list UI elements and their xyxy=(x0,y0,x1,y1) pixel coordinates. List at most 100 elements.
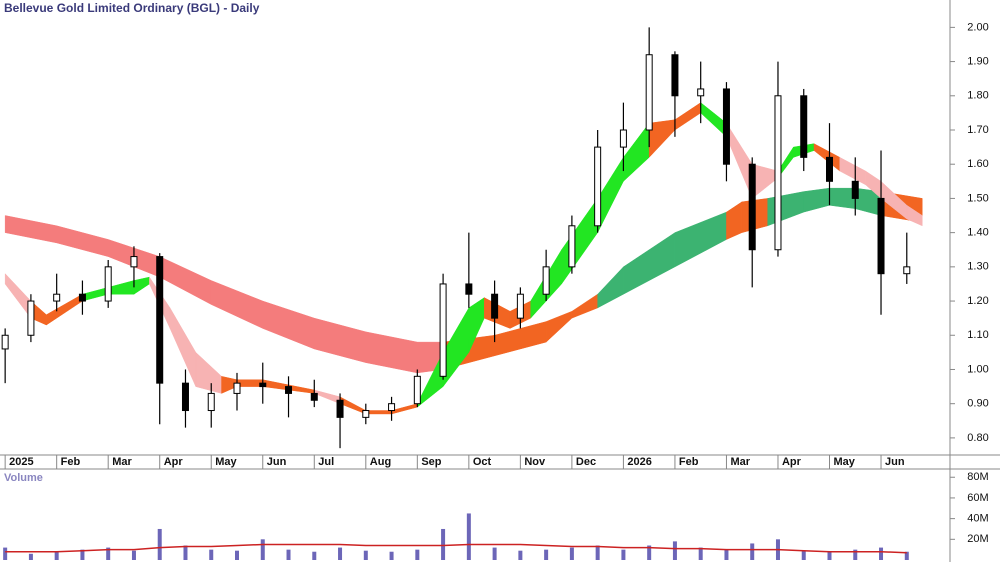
volume-bar xyxy=(28,553,33,560)
y-tick-label: 1.00 xyxy=(967,363,988,375)
volume-bar xyxy=(106,547,111,560)
candle-body xyxy=(826,156,833,182)
volume-bar xyxy=(879,547,884,560)
volume-tick-label: 60M xyxy=(967,492,988,504)
volume-bar xyxy=(54,551,59,560)
candle-body xyxy=(27,300,35,336)
volume-bar xyxy=(621,549,626,560)
y-tick-label: 0.80 xyxy=(967,432,988,444)
y-tick-label: 1.70 xyxy=(967,124,988,136)
candle-body xyxy=(285,386,293,394)
candle-body xyxy=(465,283,473,295)
x-tick-label: Mar xyxy=(730,456,750,468)
x-tick-label: 2026 xyxy=(627,456,651,468)
x-tick-label: May xyxy=(834,456,856,468)
x-tick-label: Jun xyxy=(885,456,905,468)
candle-body xyxy=(310,392,318,401)
volume-bar xyxy=(569,547,574,560)
candle-body xyxy=(568,225,576,268)
volume-bar xyxy=(389,551,394,560)
x-tick-label: 2025 xyxy=(9,456,33,468)
candle-body xyxy=(697,88,705,97)
volume-bar xyxy=(235,550,239,560)
candle-body xyxy=(388,403,396,412)
candle-body xyxy=(104,266,112,302)
volume-bar xyxy=(80,549,85,560)
volume-bar xyxy=(672,541,677,560)
x-tick-label: Sep xyxy=(421,456,441,468)
volume-bar xyxy=(853,549,858,560)
candle-body xyxy=(851,180,859,199)
volume-tick-label: 80M xyxy=(967,471,988,483)
candle-body xyxy=(619,129,627,148)
y-tick-label: 1.50 xyxy=(967,192,988,204)
volume-bar xyxy=(904,551,909,560)
candle-body xyxy=(181,382,189,412)
x-tick-label: Dec xyxy=(576,456,596,468)
x-tick-label: Aug xyxy=(370,456,391,468)
candle-body xyxy=(671,54,679,97)
y-tick-label: 1.10 xyxy=(967,329,988,341)
volume-bar xyxy=(698,547,703,560)
candle-body xyxy=(516,293,524,319)
volume-bar xyxy=(647,545,652,560)
candle-body xyxy=(439,283,447,377)
x-tick-label: Jul xyxy=(318,456,334,468)
x-tick-label: May xyxy=(215,456,237,468)
volume-bar xyxy=(827,551,832,560)
candle-body xyxy=(156,256,164,384)
x-tick-label: Mar xyxy=(112,456,132,468)
candle-body xyxy=(362,410,370,418)
candle-body xyxy=(1,334,9,350)
candle-body xyxy=(259,382,267,388)
volume-bar xyxy=(363,550,368,560)
volume-bar xyxy=(518,550,523,560)
candle-body xyxy=(413,375,421,405)
volume-average xyxy=(5,543,907,554)
candle-body xyxy=(207,392,215,412)
volume-bar xyxy=(260,539,265,560)
candle-body xyxy=(542,266,550,295)
y-tick-label: 1.20 xyxy=(967,295,988,307)
y-tick-label: 1.40 xyxy=(967,227,988,239)
candle-body xyxy=(774,95,782,251)
candle-body xyxy=(78,293,86,302)
volume-tick-label: 40M xyxy=(967,513,988,525)
candle-body xyxy=(748,163,756,251)
volume-bar xyxy=(724,549,729,560)
volume-bar xyxy=(183,545,188,560)
volume-label: Volume xyxy=(4,472,43,484)
volume-bar xyxy=(492,547,497,560)
volume-bar xyxy=(286,549,291,560)
y-tick-label: 1.30 xyxy=(967,261,988,273)
candle-body xyxy=(877,197,885,275)
ribbon-segment xyxy=(829,187,856,209)
y-tick-label: 0.90 xyxy=(967,398,988,410)
candle-body xyxy=(645,54,653,131)
volume-bar xyxy=(801,550,806,560)
x-tick-label: Jun xyxy=(267,456,287,468)
volume-tick-label: 20M xyxy=(967,533,988,545)
ribbon-segment xyxy=(236,379,264,387)
candle-body xyxy=(130,256,138,268)
volume-bar xyxy=(441,528,446,560)
x-tick-label: Nov xyxy=(524,456,546,468)
candle-body xyxy=(233,382,241,394)
x-tick-label: Apr xyxy=(782,456,802,468)
candle-body xyxy=(903,266,911,275)
volume-bar xyxy=(338,547,343,560)
x-tick-label: Apr xyxy=(164,456,184,468)
candle-body xyxy=(800,95,808,158)
ribbon-segment xyxy=(365,410,392,415)
chart-title: Bellevue Gold Limited Ordinary (BGL) - D… xyxy=(4,1,260,15)
y-tick-label: 1.80 xyxy=(967,90,988,102)
candle-body xyxy=(53,293,61,302)
volume-bar xyxy=(312,551,317,560)
volume-bar xyxy=(466,513,471,560)
y-tick-label: 2.00 xyxy=(967,21,988,33)
volume-bar xyxy=(209,549,214,560)
candle-body xyxy=(491,293,499,319)
candle-body xyxy=(594,146,602,227)
volume-bar xyxy=(415,549,420,560)
y-tick-label: 1.60 xyxy=(967,158,988,170)
